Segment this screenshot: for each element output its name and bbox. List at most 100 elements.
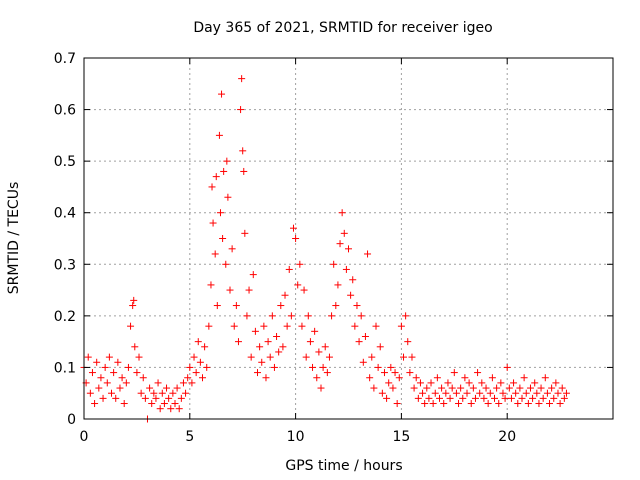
data-point <box>444 379 452 387</box>
data-point <box>383 394 391 402</box>
data-point <box>101 363 109 371</box>
data-point <box>105 353 113 361</box>
data-point <box>118 374 126 382</box>
data-point <box>208 183 216 191</box>
data-point <box>182 389 190 397</box>
data-point <box>374 363 382 371</box>
data-point <box>296 260 304 268</box>
data-point <box>531 379 539 387</box>
data-point <box>88 369 96 377</box>
data-point <box>285 265 293 273</box>
data-point <box>378 389 386 397</box>
data-point <box>273 332 281 340</box>
data-point <box>97 374 105 382</box>
data-point <box>368 353 376 361</box>
data-point <box>336 240 344 248</box>
data-point <box>364 250 372 258</box>
y-tick-label: 0.2 <box>54 309 76 325</box>
data-point <box>241 229 249 237</box>
data-point <box>414 394 422 402</box>
data-point <box>319 363 327 371</box>
data-point <box>448 384 456 392</box>
data-point <box>220 167 228 175</box>
data-point <box>389 384 397 392</box>
data-point <box>529 394 537 402</box>
data-point <box>351 322 359 330</box>
data-point <box>419 389 427 397</box>
data-point <box>480 394 488 402</box>
data-point <box>298 322 306 330</box>
data-point <box>404 338 412 346</box>
data-point <box>425 394 433 402</box>
data-point <box>402 312 410 320</box>
data-point <box>467 400 475 408</box>
data-point <box>213 302 221 310</box>
data-point <box>262 374 270 382</box>
data-point <box>332 302 340 310</box>
data-point <box>207 281 215 289</box>
data-point <box>512 389 520 397</box>
data-point <box>491 394 499 402</box>
data-point <box>325 353 333 361</box>
data-point <box>232 302 240 310</box>
x-tick-label: 0 <box>80 429 89 445</box>
data-point <box>503 363 511 371</box>
data-point <box>131 343 139 351</box>
data-point <box>516 384 524 392</box>
data-point <box>347 291 355 299</box>
data-point <box>112 394 120 402</box>
data-point <box>438 384 446 392</box>
data-point <box>306 338 314 346</box>
data-point <box>423 384 431 392</box>
data-point <box>323 369 331 377</box>
data-point <box>495 400 503 408</box>
data-point <box>370 384 378 392</box>
data-point <box>539 394 547 402</box>
data-point <box>300 286 308 294</box>
data-point <box>478 379 486 387</box>
data-point <box>228 245 236 253</box>
data-point <box>380 369 388 377</box>
data-point <box>215 131 223 139</box>
data-point <box>442 389 450 397</box>
data-point <box>518 394 526 402</box>
data-point <box>484 400 492 408</box>
y-tick-label: 0.4 <box>54 206 76 222</box>
data-point <box>188 379 196 387</box>
data-point <box>247 353 255 361</box>
data-point <box>315 348 323 356</box>
data-point <box>222 260 230 268</box>
data-point <box>129 302 137 310</box>
data-point <box>165 394 173 402</box>
data-point <box>461 374 469 382</box>
data-point <box>554 389 562 397</box>
data-point <box>179 379 187 387</box>
data-point <box>522 389 530 397</box>
data-point <box>194 338 202 346</box>
data-point <box>275 348 283 356</box>
data-point <box>122 379 130 387</box>
data-point <box>497 379 505 387</box>
data-point <box>342 265 350 273</box>
data-point <box>216 209 224 217</box>
data-point <box>465 379 473 387</box>
y-tick-label: 0.5 <box>54 154 76 170</box>
data-point <box>469 384 477 392</box>
data-point <box>99 394 107 402</box>
data-point <box>556 400 564 408</box>
data-point <box>218 90 226 98</box>
data-point <box>163 384 171 392</box>
data-point <box>292 235 300 242</box>
data-point <box>446 394 454 402</box>
data-point <box>93 358 101 366</box>
data-point <box>240 167 248 175</box>
data-point <box>330 260 338 268</box>
data-point <box>560 394 568 402</box>
data-point <box>171 400 179 408</box>
data-point <box>158 389 166 397</box>
data-point <box>277 302 285 310</box>
data-point <box>223 157 231 165</box>
y-tick-label: 0.6 <box>54 103 76 119</box>
data-point <box>302 353 310 361</box>
x-tick-labels: 0 5 10 15 20 <box>80 429 517 445</box>
